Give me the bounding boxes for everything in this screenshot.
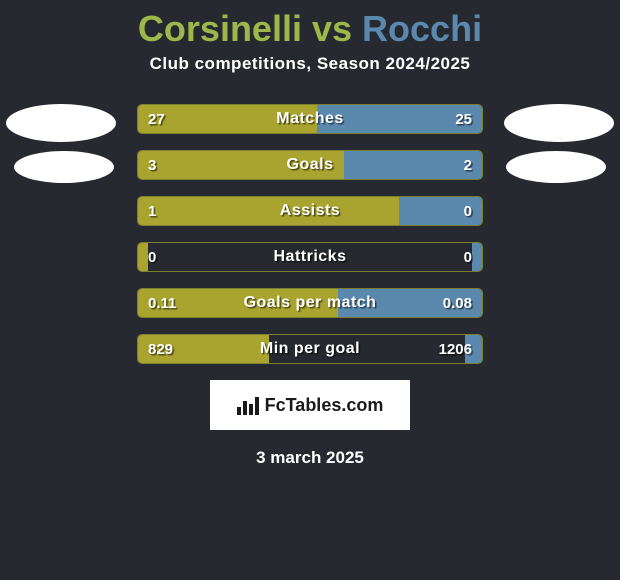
vs-label: vs [312, 8, 352, 49]
bar-fill-left [138, 243, 148, 271]
player2-avatar-shadow [506, 151, 606, 183]
bar-fill-left [138, 335, 269, 363]
bar-row: 00Hattricks [137, 242, 483, 272]
bar-fill-left [138, 105, 317, 133]
bar-row: 8291206Min per goal [137, 334, 483, 364]
footer-date: 3 march 2025 [0, 430, 620, 468]
bar-chart-icon [237, 395, 259, 415]
bar-row: 10Assists [137, 196, 483, 226]
subtitle: Club competitions, Season 2024/2025 [0, 54, 620, 104]
comparison-chart: 2725Matches 32Goals 10Assists 00Hattricks 0.… [0, 104, 620, 364]
logo-text: FcTables.com [265, 395, 384, 416]
player2-name: Rocchi [362, 8, 482, 49]
comparison-title: Corsinelli vs Rocchi [0, 0, 620, 54]
fctables-logo: FcTables.com [210, 380, 410, 430]
bar-row: 0.110.08Goals per match [137, 288, 483, 318]
bar-label: Hattricks [138, 243, 482, 271]
bar-fill-right [399, 197, 482, 225]
player1-name: Corsinelli [138, 8, 302, 49]
bar-row: 32Goals [137, 150, 483, 180]
bar-fill-right [344, 151, 482, 179]
bar-fill-left [138, 289, 338, 317]
bar-fill-right [465, 335, 482, 363]
bar-fill-right [338, 289, 482, 317]
bar-fill-left [138, 197, 399, 225]
bars-container: 2725Matches 32Goals 10Assists 00Hattricks 0.… [137, 104, 483, 364]
bar-fill-left [138, 151, 344, 179]
player2-avatar-shape [504, 104, 614, 142]
bar-value-left: 0 [148, 243, 156, 271]
bar-fill-right [317, 105, 482, 133]
player1-avatar-shadow [14, 151, 114, 183]
player1-avatar-shape [6, 104, 116, 142]
bar-row: 2725Matches [137, 104, 483, 134]
bar-fill-right [472, 243, 482, 271]
